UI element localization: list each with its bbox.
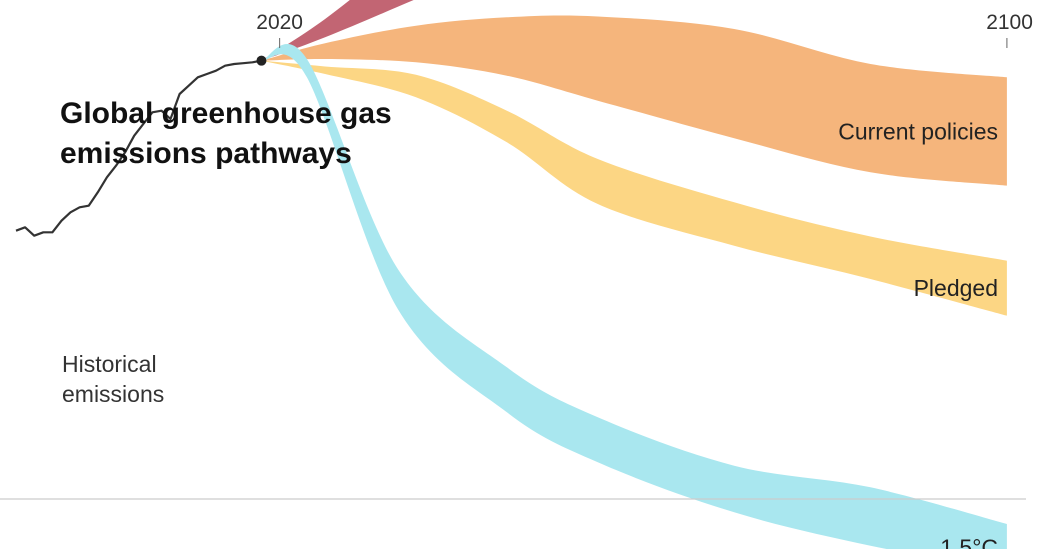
chart-title: Global greenhouse gas emissions pathways: [60, 94, 480, 174]
band-1-5-c: [261, 44, 1007, 549]
series-label-current-policies: Current policies: [838, 119, 998, 145]
x-tick-label-2100: 2100: [986, 11, 1033, 34]
series-label-pledged: Pledged: [914, 275, 998, 301]
x-tick-label-2020: 2020: [256, 11, 303, 34]
band-pledged: [261, 60, 1007, 316]
historical-emissions-line: [15, 59, 262, 237]
chart-title-line-1: Global greenhouse gas: [60, 97, 392, 130]
chart-title-line-2: emissions pathways: [60, 137, 352, 170]
series-label-1-5-c: 1.5°C: [940, 534, 998, 549]
historical-label-line-1: Historical: [62, 351, 157, 377]
historical-endpoint-dot: [256, 55, 267, 66]
x-axis: 2020 2100: [256, 11, 1033, 48]
band-pre-paris: [261, 0, 414, 61]
band-current-policies: [261, 15, 1007, 186]
historical-label-line-2: emissions: [62, 381, 164, 407]
pathway-bands: [261, 0, 1007, 549]
